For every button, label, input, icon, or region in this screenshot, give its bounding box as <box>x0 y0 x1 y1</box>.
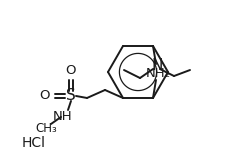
Text: NH₂: NH₂ <box>146 68 171 81</box>
Text: S: S <box>66 89 76 103</box>
Text: NH: NH <box>53 111 73 124</box>
Text: HCl: HCl <box>22 136 46 150</box>
Text: N: N <box>151 57 163 73</box>
Text: O: O <box>39 89 49 103</box>
Text: CH₃: CH₃ <box>35 122 57 135</box>
Text: O: O <box>66 65 76 78</box>
